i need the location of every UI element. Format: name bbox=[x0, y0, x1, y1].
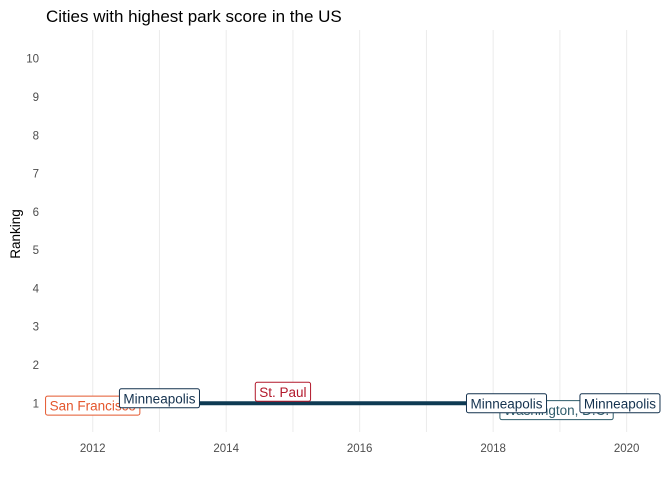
y-axis-ticks: 1 2 3 4 5 6 7 8 9 10 bbox=[26, 54, 39, 411]
y-tick-label: 8 bbox=[33, 130, 39, 142]
y-tick-label: 1 bbox=[33, 398, 39, 410]
y-tick-label: 6 bbox=[33, 207, 39, 219]
x-axis-ticks: 2012 2014 2016 2018 2020 bbox=[80, 443, 640, 455]
city-label-box bbox=[579, 393, 661, 414]
city-label: St. Paul bbox=[254, 381, 312, 402]
city-label-text: Minneapolis bbox=[123, 391, 195, 406]
city-label-box bbox=[254, 381, 312, 402]
city-label: Minneapolis bbox=[579, 393, 661, 414]
city-label: San Francisco bbox=[45, 395, 141, 416]
y-tick-label: 2 bbox=[33, 360, 39, 372]
y-tick-label: 7 bbox=[33, 169, 39, 181]
x-tick-label: 2020 bbox=[614, 443, 640, 455]
city-label: Minneapolis bbox=[118, 388, 200, 409]
x-tick-label: 2018 bbox=[480, 443, 506, 455]
y-tick-label: 3 bbox=[33, 322, 39, 334]
y-tick-label: 4 bbox=[33, 283, 40, 295]
city-label-box bbox=[465, 393, 548, 414]
chart-title: Cities with highest park score in the US bbox=[46, 7, 342, 26]
y-tick-label: 9 bbox=[33, 92, 39, 104]
grid-lines bbox=[92, 30, 628, 432]
y-axis-label: Ranking bbox=[8, 209, 23, 259]
x-tick-label: 2014 bbox=[213, 443, 239, 455]
y-tick-label: 10 bbox=[26, 54, 39, 66]
city-label-text: San Francisco bbox=[50, 399, 136, 414]
x-tick-label: 2016 bbox=[347, 443, 373, 455]
y-tick-label: 5 bbox=[33, 245, 39, 257]
city-label-box bbox=[118, 388, 200, 409]
city-label-text: Minneapolis bbox=[470, 396, 542, 411]
x-tick-label: 2012 bbox=[80, 443, 106, 455]
city-label-text: St. Paul bbox=[259, 385, 306, 400]
city-label-text: Minneapolis bbox=[584, 396, 656, 411]
city-label: Minneapolis bbox=[465, 393, 548, 414]
